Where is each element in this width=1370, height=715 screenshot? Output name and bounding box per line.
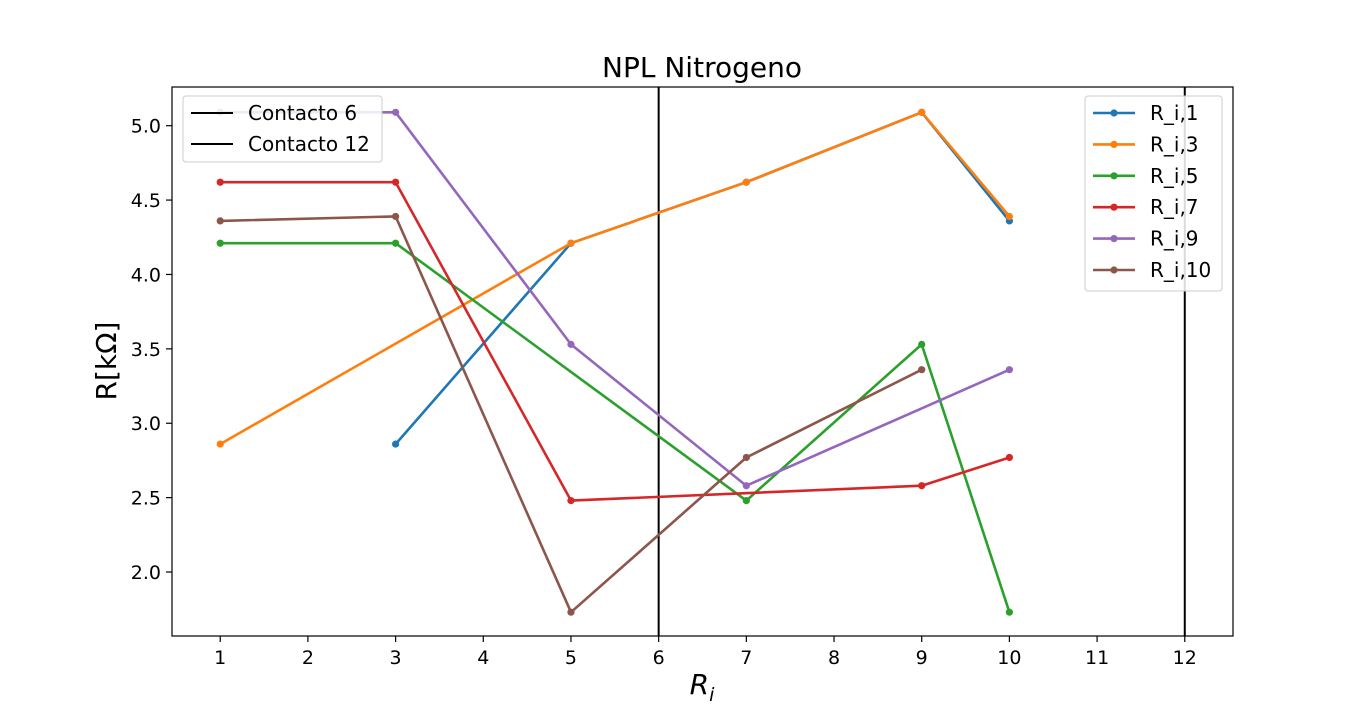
series-point-4 (216, 178, 224, 186)
series-point-3 (391, 239, 400, 247)
legend-label: R_i,9 (1150, 227, 1199, 251)
series-point-4 (918, 482, 926, 490)
series-point-6 (216, 217, 224, 225)
y-tick-label: 3.5 (131, 339, 161, 361)
series-point-5 (567, 340, 575, 348)
series-point-2 (742, 178, 750, 186)
x-tick-label: 11 (1085, 647, 1109, 669)
legend-marker (1110, 235, 1118, 243)
series-point-4 (391, 178, 400, 186)
series-point-3 (742, 497, 750, 505)
plot-frame (171, 86, 1234, 637)
series-point-1 (391, 440, 400, 448)
plot-area (171, 86, 1234, 637)
x-tick-label: 10 (997, 647, 1021, 669)
x-tick-label: 3 (390, 647, 402, 669)
legend-marker (1110, 140, 1118, 148)
y-tick-label: 2.5 (131, 488, 161, 510)
legend-label: R_i,7 (1150, 195, 1199, 219)
series-point-6 (567, 608, 575, 616)
y-tick-label: 3.0 (131, 413, 161, 435)
series-point-2 (567, 239, 575, 247)
series-point-2 (918, 108, 926, 116)
series-point-6 (742, 453, 750, 462)
legend-series: R_i,1 R_i,3 R_i,5 R_i,7 R_i,9 R_i,10 (1084, 95, 1223, 292)
y-axis: 2.0 2.5 3.0 3.5 4.0 4.5 5.0 (131, 116, 172, 584)
series-point-2 (216, 440, 224, 448)
series-point-3 (216, 239, 224, 247)
series-point-4 (567, 497, 575, 505)
x-tick-label: 6 (653, 647, 665, 669)
y-axis-label: R[kΩ] (90, 322, 123, 401)
legend-label: Contacto 6 (248, 101, 357, 125)
x-tick-label: 7 (740, 647, 752, 669)
legend-marker (1110, 266, 1118, 274)
y-tick-label: 2.0 (131, 562, 161, 584)
x-axis: 1 2 3 4 5 6 7 8 9 10 11 12 (214, 636, 1197, 669)
legend-marker (1110, 172, 1118, 180)
x-tick-label: 4 (477, 647, 489, 669)
series-point-5 (391, 108, 400, 116)
x-tick-label: 12 (1173, 647, 1197, 669)
legend-label: R_i,10 (1150, 258, 1211, 282)
y-tick-label: 4.5 (131, 190, 161, 212)
legend-marker (1110, 109, 1118, 117)
legend-label: R_i,1 (1150, 101, 1199, 125)
chart-title: NPL Nitrogeno (602, 51, 802, 84)
legend-label: Contacto 12 (248, 132, 370, 156)
series-point-3 (1005, 608, 1014, 616)
x-axis-label: Ri (690, 668, 715, 706)
x-tick-label: 5 (565, 647, 577, 669)
x-tick-label: 2 (302, 647, 314, 669)
x-tick-label: 1 (214, 647, 226, 669)
y-tick-label: 5.0 (131, 116, 161, 138)
series-point-6 (391, 212, 400, 221)
legend-label: R_i,3 (1150, 132, 1199, 156)
y-tick-label: 4.0 (131, 264, 161, 286)
series-point-3 (918, 340, 926, 348)
x-tick-label: 9 (916, 647, 928, 669)
legend-marker (1110, 203, 1118, 211)
legend-label: R_i,5 (1150, 164, 1199, 188)
series-point-2 (1005, 212, 1014, 221)
series-point-4 (1005, 453, 1014, 462)
x-tick-label: 8 (828, 647, 840, 669)
series-point-5 (1005, 366, 1014, 374)
series-point-5 (742, 482, 750, 490)
legend-contacts: Contacto 6 Contacto 12 (182, 95, 383, 163)
series-point-6 (918, 366, 926, 374)
